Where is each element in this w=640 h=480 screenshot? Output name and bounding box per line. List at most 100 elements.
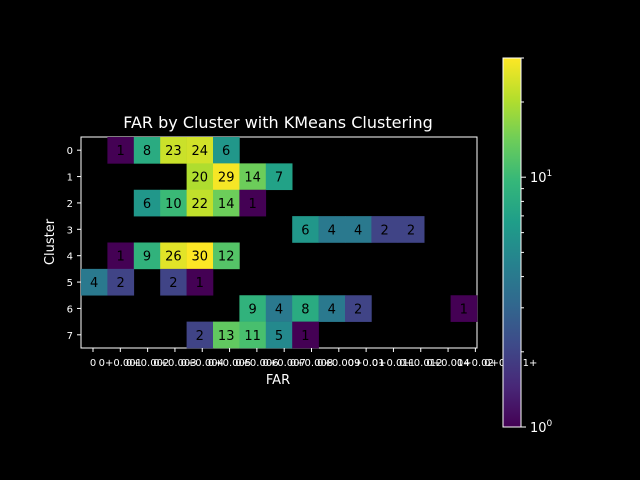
cell-label: 1 xyxy=(116,144,124,159)
cell-label: 1 xyxy=(116,250,124,265)
heatmap-cell xyxy=(81,268,108,296)
cell-label: 4 xyxy=(328,223,336,238)
cell-label: 8 xyxy=(143,144,151,159)
heatmap-cell xyxy=(292,295,319,322)
heatmap-cell xyxy=(133,189,161,217)
heatmap-cell xyxy=(345,295,372,322)
heatmap-cell xyxy=(133,137,161,164)
x-tick-label: 0+0.006 xyxy=(235,358,278,369)
x-tick-label: 0+0.004 xyxy=(181,358,224,369)
cell-label: 12 xyxy=(218,250,235,265)
cell-label: 6 xyxy=(143,197,151,212)
y-tick-label: 2 xyxy=(67,199,73,210)
cell-label: 4 xyxy=(354,223,362,238)
heatmap-cell xyxy=(318,295,346,322)
cell-label: 30 xyxy=(192,250,209,265)
cell-label: 8 xyxy=(301,302,309,317)
heatmap-cell xyxy=(186,189,214,217)
cell-label: 24 xyxy=(192,144,209,159)
cell-label: 10 xyxy=(165,197,182,212)
heatmap-cell xyxy=(107,268,135,296)
heatmap-cell xyxy=(345,216,372,243)
x-tick-label: 0+0.003 xyxy=(153,358,196,369)
cell-label: 29 xyxy=(218,171,235,186)
colorbar-ticks: 100 101 xyxy=(521,57,553,436)
x-tick-label: 0+0.02 xyxy=(457,358,494,369)
colorbar xyxy=(502,57,522,428)
y-tick-label: 3 xyxy=(67,225,73,236)
heatmap-cell xyxy=(213,137,240,164)
cell-label: 2 xyxy=(380,223,388,238)
heatmap-cell xyxy=(186,163,214,191)
heatmap-cell xyxy=(186,268,214,296)
cell-label: 9 xyxy=(143,250,151,265)
cell-label: 2 xyxy=(196,329,204,344)
cell-label: 4 xyxy=(328,302,336,317)
heatmap-cell xyxy=(450,295,478,322)
cell-label: 6 xyxy=(222,144,230,159)
y-tick-label: 4 xyxy=(67,252,73,263)
heatmap-cell xyxy=(371,216,399,243)
x-tick-label: 1+ xyxy=(523,358,538,369)
cell-label: 5 xyxy=(275,329,283,344)
y-tick-label: 1 xyxy=(67,173,73,184)
y-tick-label: 0 xyxy=(67,146,73,157)
heatmap-cell xyxy=(265,295,293,322)
x-tick-label: 0+0.009 xyxy=(317,358,360,369)
heatmap-cell xyxy=(292,216,319,243)
x-tick-label: 0+0.014 xyxy=(426,358,469,369)
cell-label: 1 xyxy=(301,329,309,344)
heatmap-cell xyxy=(107,137,135,164)
heatmap-cell xyxy=(133,242,161,270)
heatmap-cell xyxy=(265,163,293,191)
cell-label: 7 xyxy=(275,171,283,186)
cell-label: 2 xyxy=(354,302,362,317)
x-tick-label: 0+0.002 xyxy=(126,358,169,369)
x-tick-label: 0+0.012 xyxy=(399,358,442,369)
heatmap-cell xyxy=(186,321,214,349)
heatmap-cell xyxy=(213,163,240,191)
colorbar-tick-label: 100 xyxy=(530,419,553,436)
cell-label: 11 xyxy=(244,329,261,344)
cell-label: 2 xyxy=(116,276,124,291)
cell-label: 22 xyxy=(192,197,209,212)
colorbar-tick-label: 101 xyxy=(530,169,552,186)
cell-label: 2 xyxy=(169,276,177,291)
cell-label: 14 xyxy=(218,197,235,212)
heatmap-cell xyxy=(160,189,187,217)
cell-labels: 1 8 23 24 620 29 14 76 10 22 14 16 4 4 2 21 9 26 30 124 2 2 19… xyxy=(90,144,468,344)
chart-title: FAR by Cluster with KMeans Clustering xyxy=(123,113,433,132)
x-tick-label: 0+0.007 xyxy=(263,358,306,369)
y-tick-label: 6 xyxy=(67,304,73,315)
y-tick-label: 5 xyxy=(67,278,73,289)
heatmap-cell xyxy=(292,321,319,349)
cell-label: 23 xyxy=(165,144,182,159)
cell-label: 2 xyxy=(407,223,415,238)
y-axis-ticks: 0 1 2 3 4 5 6 7 xyxy=(67,146,81,342)
heatmap-cell xyxy=(186,242,214,270)
cell-label: 9 xyxy=(248,302,256,317)
cell-label: 14 xyxy=(244,171,261,186)
heatmap-cell xyxy=(265,321,293,349)
heatmap-cell xyxy=(239,189,267,217)
cell-label: 13 xyxy=(218,329,235,344)
cell-label: 1 xyxy=(248,197,256,212)
cell-label: 20 xyxy=(192,171,209,186)
heatmap-cell xyxy=(186,137,214,164)
cell-label: 1 xyxy=(460,302,468,317)
x-tick-label: 0+0.008 xyxy=(290,358,333,369)
x-tick-label: 0+0.011 xyxy=(372,358,415,369)
cell-label: 4 xyxy=(275,302,283,317)
heatmap-cell xyxy=(213,242,240,270)
heatmap-cell xyxy=(397,216,425,243)
heatmap-cell xyxy=(239,321,267,349)
x-axis-ticks: 0 0+0.0010+0.0020+0.0030+0.0040+0.0050+0.… xyxy=(90,348,538,369)
x-tick-label: 0+0.01 xyxy=(348,358,385,369)
heatmap-cell xyxy=(318,216,346,243)
x-tick-label: 0+0.001 xyxy=(99,358,142,369)
y-axis-label: Cluster xyxy=(43,218,58,265)
heatmap-cell xyxy=(160,242,187,270)
cell-label: 1 xyxy=(196,276,204,291)
heatmap-cells xyxy=(81,137,478,349)
